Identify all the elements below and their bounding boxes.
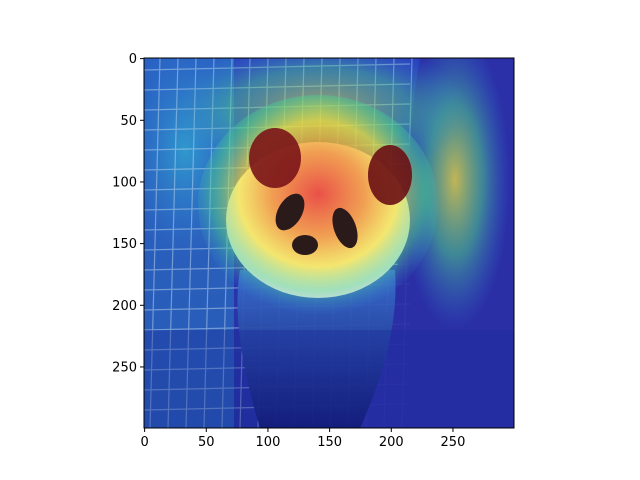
y-tick-label: 150 [112, 237, 137, 252]
x-axis: 0 50 100 150 200 250 [140, 428, 465, 450]
y-tick-label: 0 [129, 52, 137, 67]
plot-frame [143, 57, 515, 429]
y-tick-label: 200 [112, 299, 137, 314]
y-tick-label: 250 [112, 360, 137, 375]
y-axis: 0 50 100 150 200 250 [112, 52, 144, 375]
y-tick-label: 100 [112, 175, 137, 190]
y-tick-label: 50 [120, 114, 137, 129]
x-tick-label: 150 [317, 435, 342, 450]
x-tick-label: 0 [140, 435, 148, 450]
heatmap-image [144, 58, 514, 428]
x-tick-label: 100 [256, 435, 281, 450]
x-tick-label: 200 [379, 435, 404, 450]
x-tick-label: 50 [198, 435, 215, 450]
x-tick-label: 250 [441, 435, 466, 450]
